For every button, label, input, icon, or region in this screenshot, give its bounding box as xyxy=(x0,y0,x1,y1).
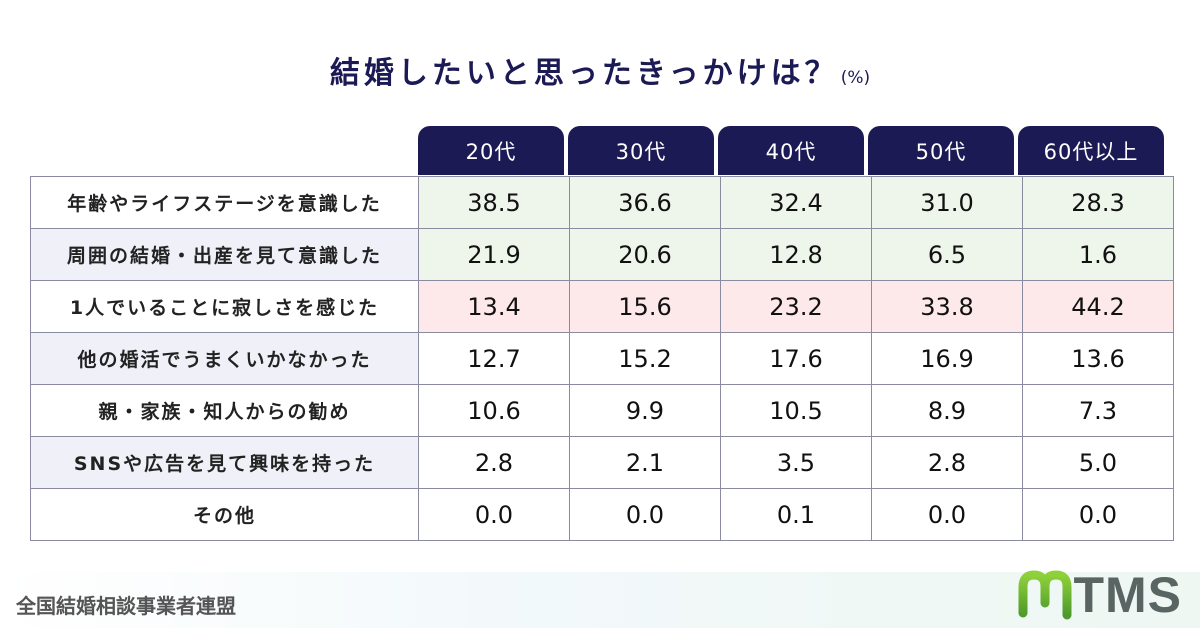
table-cell: 23.2 xyxy=(720,280,872,333)
table-row: 親・家族・知人からの勧め 10.6 9.9 10.5 8.9 7.3 xyxy=(30,384,1174,437)
table-cell: 12.8 xyxy=(720,228,872,281)
table-row: 周囲の結婚・出産を見て意識した 21.9 20.6 12.8 6.5 1.6 xyxy=(30,228,1174,281)
table-cell: 17.6 xyxy=(720,332,872,385)
data-table: 年齢やライフステージを意識した 38.5 36.6 32.4 31.0 28.3 周囲の結婚… xyxy=(30,176,1174,541)
table-cell: 0.0 xyxy=(871,488,1023,541)
column-header: 20代 xyxy=(418,126,564,175)
row-label: 親・家族・知人からの勧め xyxy=(30,384,419,437)
row-label: 他の婚活でうまくいかなかった xyxy=(30,332,419,385)
table-cell: 5.0 xyxy=(1022,436,1174,489)
row-label: 1人でいることに寂しさを感じた xyxy=(30,280,419,333)
table-cell: 6.5 xyxy=(871,228,1023,281)
table-cell: 13.4 xyxy=(418,280,570,333)
table-cell: 0.0 xyxy=(569,488,721,541)
table-cell: 1.6 xyxy=(1022,228,1174,281)
column-header: 30代 xyxy=(568,126,714,175)
table-cell: 7.3 xyxy=(1022,384,1174,437)
unit-label: (%) xyxy=(840,68,871,88)
row-label: SNSや広告を見て興味を持った xyxy=(30,436,419,489)
table-cell: 21.9 xyxy=(418,228,570,281)
page-title: 結婚したいと思ったきっかけは？ (%) xyxy=(0,48,1200,92)
column-header: 40代 xyxy=(718,126,864,175)
table-row: 他の婚活でうまくいかなかった 12.7 15.2 17.6 16.9 13.6 xyxy=(30,332,1174,385)
column-header: 50代 xyxy=(868,126,1014,175)
table-cell: 0.0 xyxy=(418,488,570,541)
table-cell: 13.6 xyxy=(1022,332,1174,385)
title-text: 結婚したいと思ったきっかけは？ xyxy=(329,56,839,91)
table-cell: 15.2 xyxy=(569,332,721,385)
row-label: 周囲の結婚・出産を見て意識した xyxy=(30,228,419,281)
table-cell: 2.8 xyxy=(871,436,1023,489)
footer-band xyxy=(0,572,1200,628)
table-cell: 10.6 xyxy=(418,384,570,437)
table-cell: 31.0 xyxy=(871,176,1023,229)
table-row: 1人でいることに寂しさを感じた 13.4 15.6 23.2 33.8 44.2 xyxy=(30,280,1174,333)
table-cell: 0.1 xyxy=(720,488,872,541)
table-cell: 16.9 xyxy=(871,332,1023,385)
table-cell: 12.7 xyxy=(418,332,570,385)
table-cell: 44.2 xyxy=(1022,280,1174,333)
column-headers: 20代 30代 40代 50代 60代以上 xyxy=(418,126,1168,175)
table-cell: 10.5 xyxy=(720,384,872,437)
column-header: 60代以上 xyxy=(1018,126,1164,175)
table-cell: 36.6 xyxy=(569,176,721,229)
table-row: 年齢やライフステージを意識した 38.5 36.6 32.4 31.0 28.3 xyxy=(30,176,1174,229)
logo-text: TMS xyxy=(1073,567,1182,623)
organization-name: 全国結婚相談事業者連盟 xyxy=(16,594,236,618)
table-cell: 32.4 xyxy=(720,176,872,229)
table-row: SNSや広告を見て興味を持った 2.8 2.1 3.5 2.8 5.0 xyxy=(30,436,1174,489)
tms-logo-icon xyxy=(1018,570,1072,620)
table-cell: 8.9 xyxy=(871,384,1023,437)
table-row: その他 0.0 0.0 0.1 0.0 0.0 xyxy=(30,488,1174,541)
tms-logo: TMS xyxy=(1017,566,1182,624)
table-cell: 20.6 xyxy=(569,228,721,281)
table-cell: 2.8 xyxy=(418,436,570,489)
table-cell: 33.8 xyxy=(871,280,1023,333)
table-cell: 2.1 xyxy=(569,436,721,489)
row-label: その他 xyxy=(30,488,419,541)
table-cell: 15.6 xyxy=(569,280,721,333)
table-cell: 3.5 xyxy=(720,436,872,489)
table-cell: 28.3 xyxy=(1022,176,1174,229)
table-cell: 9.9 xyxy=(569,384,721,437)
row-label: 年齢やライフステージを意識した xyxy=(30,176,419,229)
table-cell: 38.5 xyxy=(418,176,570,229)
table-cell: 0.0 xyxy=(1022,488,1174,541)
